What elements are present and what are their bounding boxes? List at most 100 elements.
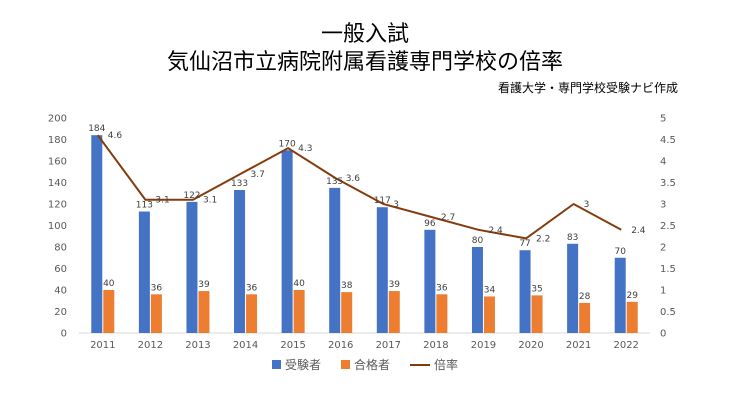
legend-label-ratio: 倍率 [434,358,459,372]
legend-item-passed: 合格者 [340,356,390,373]
data-label-ratio: 4.3 [298,144,312,154]
legend-item-applicants: 受験者 [271,356,321,373]
bar-passed [483,296,495,333]
data-label-applicants: 77 [519,239,530,249]
data-label-passed: 40 [103,279,115,289]
y-tick-label: 200 [48,114,67,125]
chart-legend: 受験者 合格者 倍率 [0,356,730,373]
data-label-ratio: 3 [584,200,590,210]
data-label-ratio: 2.7 [441,213,455,223]
y-tick-label: 60 [54,264,67,275]
data-label-applicants: 184 [88,124,105,134]
bar-applicants [281,150,293,333]
y-tick-label: 40 [54,286,67,297]
data-label-passed: 34 [484,285,496,295]
data-label-passed: 36 [246,283,258,293]
y2-tick-label: 5 [660,114,666,125]
x-tick-label: 2013 [185,340,210,351]
legend-swatch-applicants [271,360,281,369]
data-label-applicants: 117 [374,196,391,206]
y-tick-label: 160 [48,157,67,168]
data-label-passed: 40 [293,279,305,289]
x-tick-label: 2019 [471,340,496,351]
data-label-passed: 36 [151,283,163,293]
bar-passed [531,295,543,333]
bar-applicants [519,250,531,333]
data-label-passed: 36 [436,283,448,293]
data-label-applicants: 96 [424,219,436,229]
bar-passed [103,290,115,333]
bar-applicants [138,211,150,333]
data-label-applicants: 113 [136,201,153,211]
x-tick-label: 2022 [613,340,638,351]
bar-passed [436,294,448,333]
data-label-passed: 28 [579,292,591,302]
y-tick-label: 0 [61,329,67,340]
y2-tick-label: 0.5 [660,307,676,318]
legend-item-ratio: 倍率 [410,356,458,373]
data-label-passed: 35 [531,284,542,294]
chart-title: 一般入試 [320,22,409,47]
data-label-ratio: 3.1 [203,196,217,206]
data-label-applicants: 83 [567,233,578,243]
bar-passed [150,294,162,333]
legend-label-applicants: 受験者 [284,358,321,372]
ratio-line [96,134,622,240]
data-label-ratio: 2.2 [536,234,550,244]
x-tick-label: 2021 [566,340,591,351]
x-tick-label: 2017 [376,340,401,351]
legend-swatch-ratio [410,363,430,366]
y-tick-label: 80 [54,243,67,254]
bar-applicants [424,229,436,333]
y-tick-label: 20 [54,307,67,318]
x-tick-label: 2016 [328,340,353,351]
data-label-passed: 39 [389,280,401,290]
y2-tick-label: 0 [660,329,666,340]
bar-applicants [91,135,103,333]
y2-tick-label: 1 [660,286,666,297]
data-label-ratio: 3.6 [346,174,361,184]
bar-passed [198,291,210,333]
y2-tick-label: 2.5 [660,221,676,232]
data-label-applicants: 170 [279,139,296,149]
y-tick-label: 180 [48,135,67,146]
chart-credit: 看護大学・専門学校受験ナビ作成 [497,81,678,95]
y2-tick-label: 1.5 [660,264,676,275]
bar-applicants [567,243,579,333]
bar-passed [246,294,258,333]
data-label-ratio: 3.1 [155,196,169,206]
data-label-applicants: 133 [231,179,248,189]
bar-passed [579,302,591,333]
y-tick-label: 100 [48,221,67,232]
y2-tick-label: 3 [660,200,666,211]
x-tick-label: 2018 [423,340,448,351]
legend-label-passed: 合格者 [353,358,390,372]
legend-swatch-passed [340,360,350,369]
data-label-passed: 38 [341,281,353,291]
bar-passed [388,291,400,333]
data-label-ratio: 4.6 [108,131,123,141]
data-label-passed: 29 [626,291,638,301]
x-tick-label: 2015 [280,340,305,351]
bar-applicants [329,187,341,333]
x-tick-label: 2014 [233,340,258,351]
data-label-ratio: 2.4 [631,226,646,236]
bar-passed [341,292,353,333]
data-label-ratio: 3.7 [251,170,265,180]
data-label-applicants: 80 [472,236,484,246]
bar-applicants [234,190,246,333]
bar-applicants [471,247,483,333]
data-label-ratio: 2.4 [488,226,503,236]
x-tick-label: 2020 [518,340,543,351]
y2-tick-label: 2 [660,243,666,254]
data-label-applicants: 122 [183,191,200,201]
data-label-applicants: 135 [326,177,343,187]
bar-applicants [614,257,626,333]
bar-applicants [186,201,198,333]
bar-passed [293,290,305,333]
y2-tick-label: 4 [660,157,666,168]
data-label-passed: 39 [198,280,210,290]
y2-tick-label: 4.5 [660,135,676,146]
data-label-applicants: 70 [614,247,626,257]
